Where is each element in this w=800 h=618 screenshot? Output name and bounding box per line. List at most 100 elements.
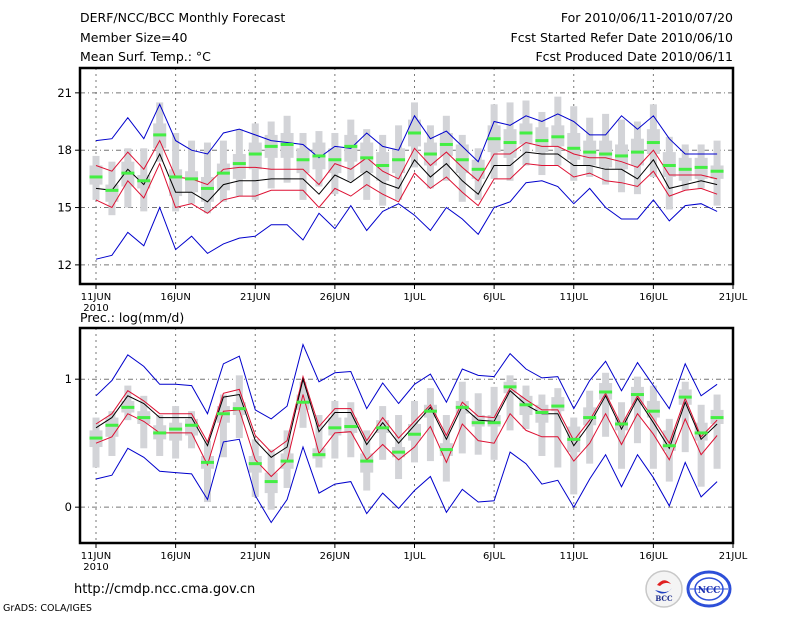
temp-median-marker [232,162,246,166]
prec-whisker [586,390,594,464]
temp-median-marker [248,152,262,156]
bcc-logo-text: BCC [655,594,673,603]
prec-median-marker [408,432,421,436]
ncc-logo-text: NCC [698,586,721,596]
chart-title: DERF/NCC/BCC Monthly Forecast [80,10,286,25]
temp-median-marker [503,141,517,145]
prec-median-marker [137,416,151,420]
temp-median-marker [630,150,644,154]
prec-median-marker [360,459,374,463]
prec-ensemble-mean-line [95,377,718,458]
temp-median-marker [662,163,676,167]
prec-box [551,397,565,412]
prec-median-marker [89,436,103,440]
temp-median-marker [392,158,406,162]
prec-median-marker [200,460,214,464]
temp-ensemble-min-line [95,180,718,260]
prec-whisker [602,372,610,437]
temp-median-marker [678,167,692,171]
prec-median-marker [280,459,294,463]
precip-variable-label: Prec.: log(mm/d) [80,310,184,325]
prec-xtick-label: 26JUN [320,551,350,562]
prec-median-marker [296,400,310,404]
temp-median-marker [216,171,230,175]
temp-median-marker [599,152,613,156]
temp-box [567,132,581,160]
prec-box [169,422,183,441]
temp-median-marker [153,133,167,137]
temp-median-marker [264,144,278,148]
prec-median-marker [487,421,501,425]
temp-box [232,154,246,179]
prec-median-marker [615,422,629,426]
prec-whisker [538,394,546,456]
prec-box [360,453,374,473]
prec-whisker [426,388,434,462]
temp-mean-minus-std-line [95,162,718,214]
prec-median-marker [185,423,199,427]
temp-median-marker [710,169,724,173]
bcc-logo: BCC [645,570,683,608]
prec-median-marker [153,431,167,435]
prec-median-marker [216,412,230,416]
temp-ytick-label: 15 [57,201,72,215]
prec-xtick-label: 16JUL [639,551,668,562]
temp-median-marker [567,146,581,150]
prec-median-marker [232,407,246,411]
temp-median-marker [312,154,326,158]
temp-box [185,171,199,193]
temp-median-marker [200,186,214,190]
prec-whisker [506,375,514,431]
temp-box [248,142,262,170]
prec-median-marker [519,403,533,407]
prec-whisker [379,406,387,460]
temp-box [216,163,230,191]
temp-median-marker [185,177,199,181]
temp-median-marker [169,175,183,179]
variable-label: Mean Surf. Temp.: °C [80,49,211,64]
member-size-label: Member Size=40 [80,29,188,45]
prec-median-marker [503,385,517,389]
prec-xtick-label: 11JUL [559,551,588,562]
prec-whisker [713,394,721,469]
prec-median-marker [439,448,453,452]
temp-median-marker [360,156,374,160]
prec-median-marker [455,405,469,409]
prec-whisker [554,388,562,468]
temp-box [89,165,103,185]
prec-median-marker [344,425,358,429]
prec-median-marker [376,426,390,430]
header-right: For 2010/06/11-2010/07/20 Fcst Started R… [511,8,734,67]
prec-median-marker [312,453,326,457]
prec-median-marker [710,416,724,420]
prec-box [471,415,485,427]
temp-median-marker [471,167,485,171]
temp-median-marker [694,165,708,169]
temp-median-marker [646,141,660,145]
temp-median-marker [408,131,421,135]
temp-xtick-label: 21JUL [719,292,748,303]
temp-xtick-label: 21JUN [240,292,270,303]
temp-median-marker [519,131,533,135]
source-url[interactable]: http://cmdp.ncc.cma.gov.cn [74,582,256,597]
forecast-produced-date: Fcst Produced Date 2010/06/11 [535,49,733,64]
temp-median-marker [344,144,358,148]
temp-mean-plus-std-line [95,139,718,186]
prec-whisker [219,394,227,458]
prec-xtick-label: 1JUL [403,551,426,562]
temp-median-marker [280,142,294,146]
temp-median-marker [455,158,469,162]
prec-plot-frame [78,326,735,545]
temp-ensemble-max-line [95,103,718,163]
temp-ytick-label: 21 [57,86,72,100]
prec-whisker [649,385,657,469]
prec-xtick-label: 6JUL [483,551,506,562]
prec-median-marker [169,427,183,431]
prec-median-marker [328,426,342,430]
prec-whisker [315,415,323,468]
prec-xtick-year: 2010 [83,562,108,573]
temp-median-marker [376,163,390,167]
temp-median-marker [423,152,437,156]
prec-median-marker [551,404,565,408]
